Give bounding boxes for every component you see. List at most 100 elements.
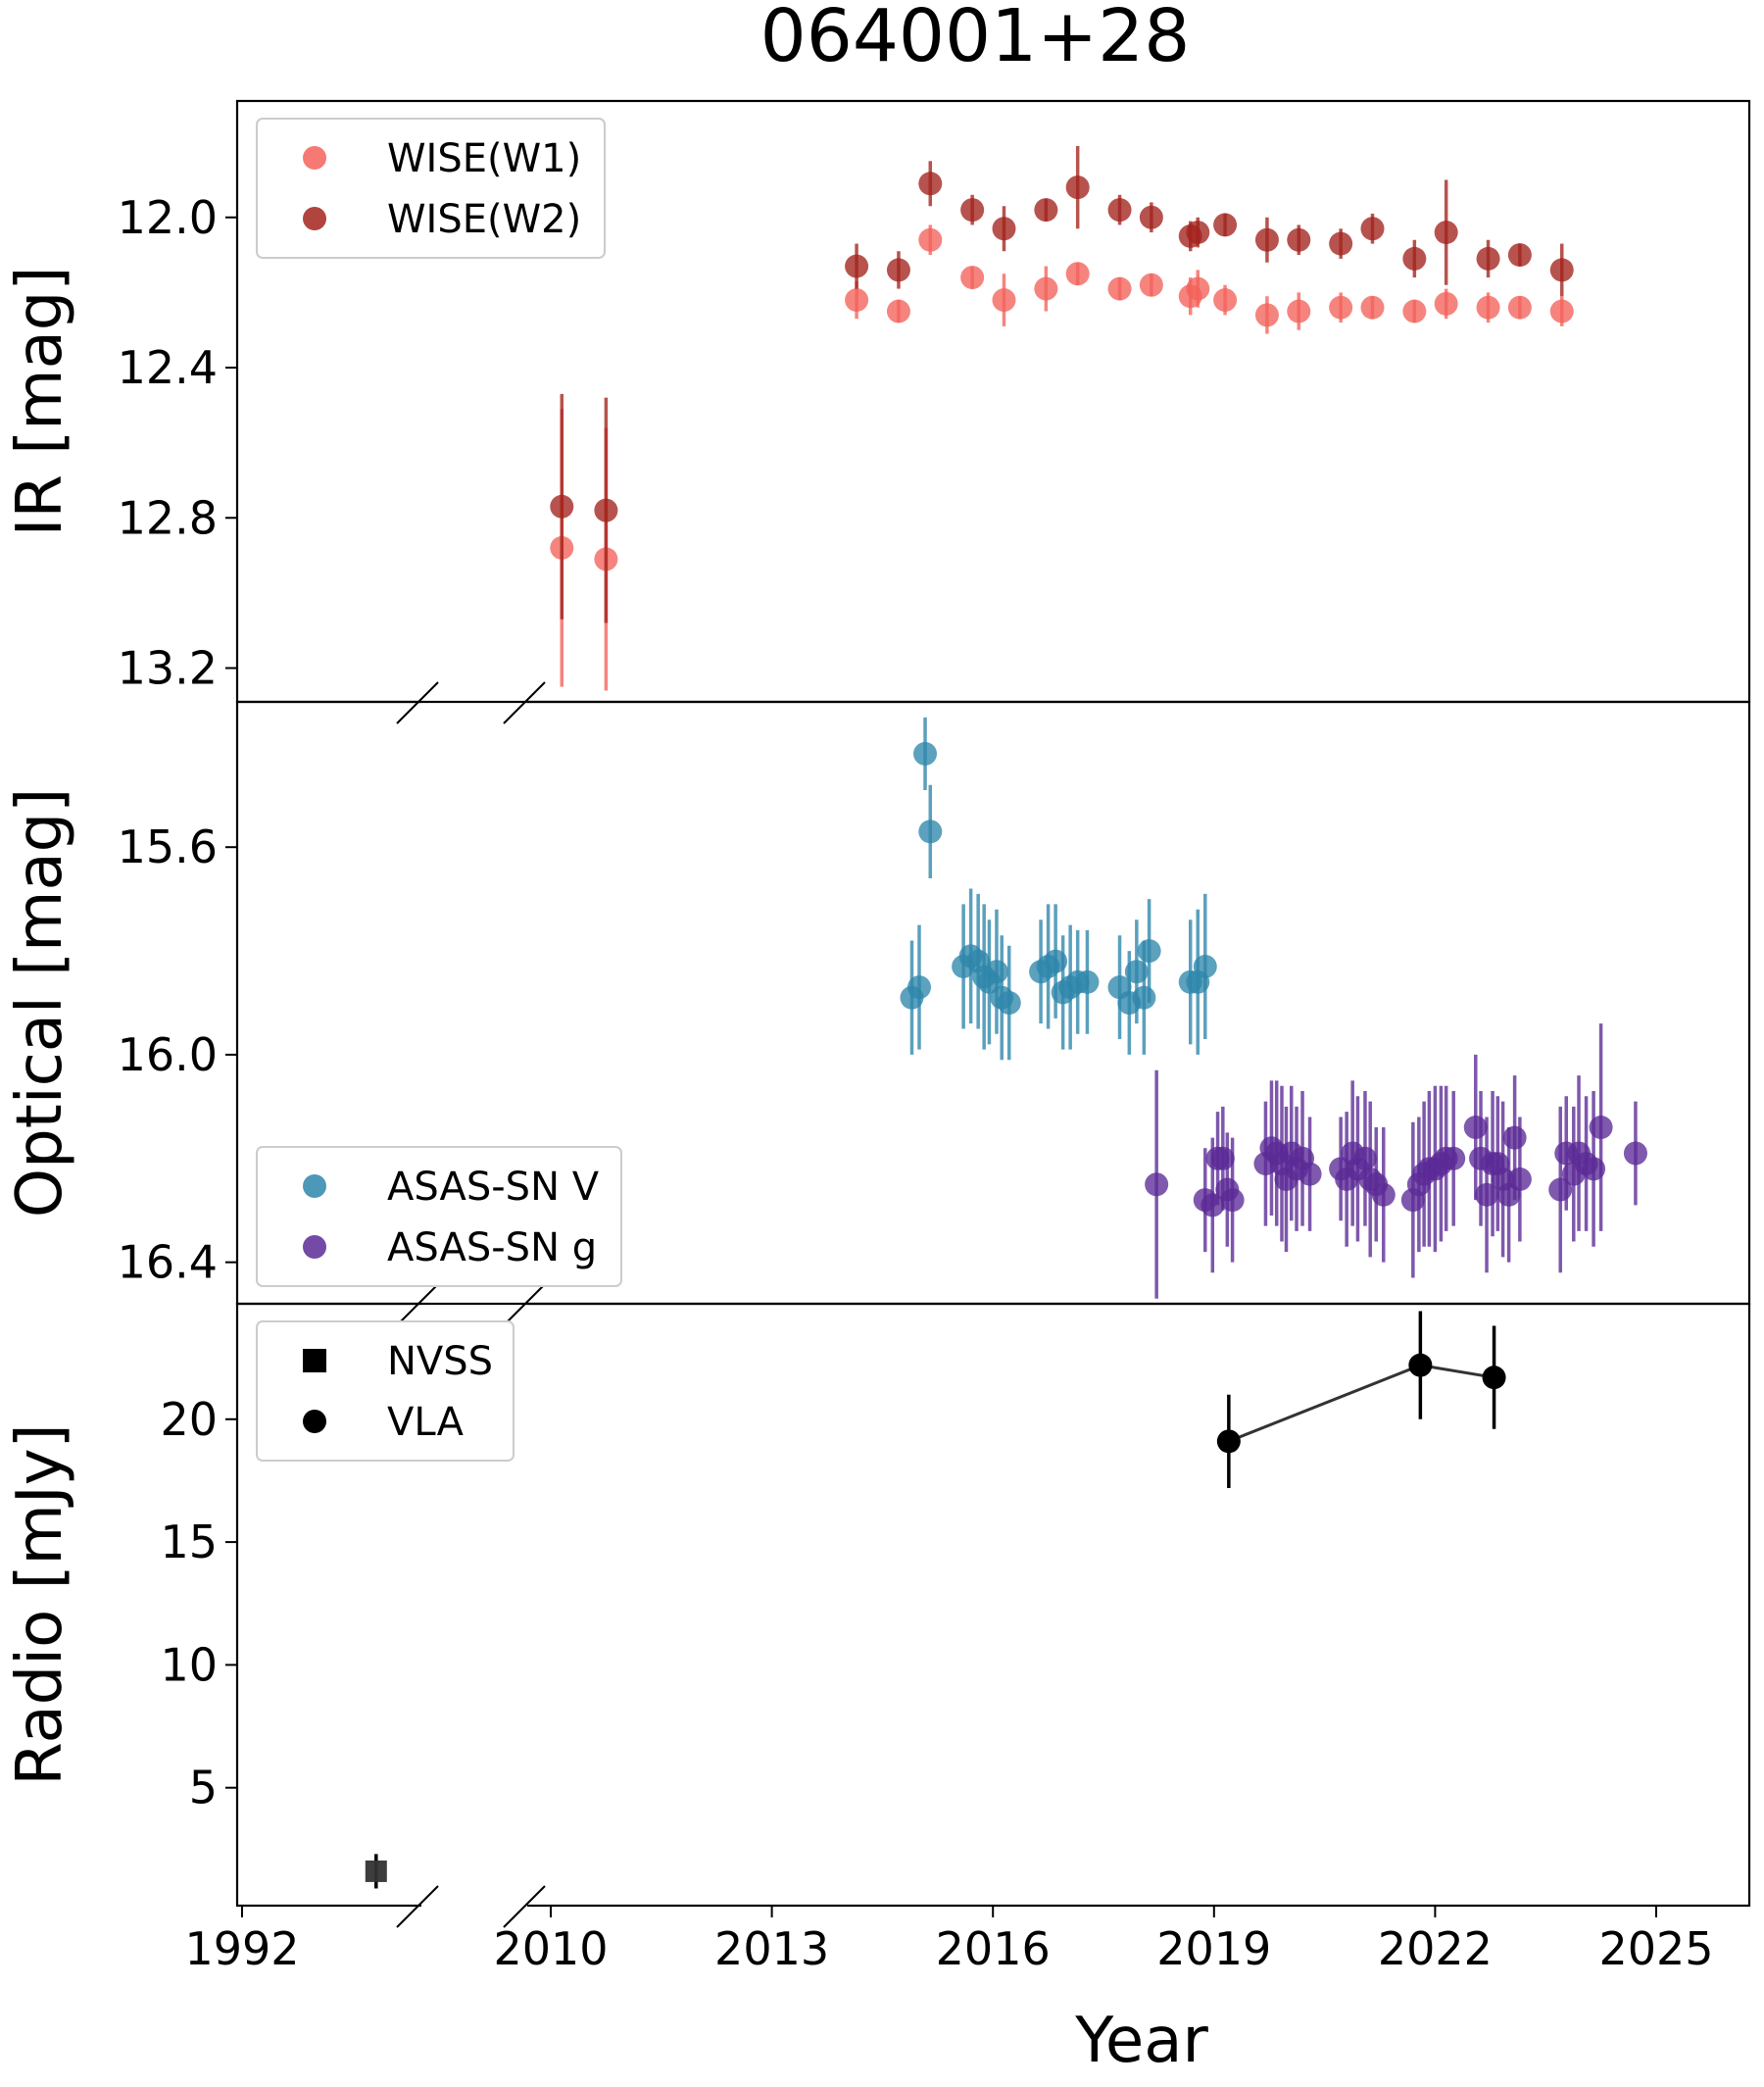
data-point xyxy=(1186,276,1210,301)
data-point xyxy=(1623,1141,1647,1166)
data-point xyxy=(1254,303,1279,327)
radio-ytick-label: 5 xyxy=(189,1762,218,1814)
data-point xyxy=(1186,221,1210,245)
ir-ytick-label: 12.4 xyxy=(118,341,218,394)
data-point xyxy=(550,494,574,519)
data-point xyxy=(1434,221,1458,245)
data-point xyxy=(1213,288,1238,313)
ir-series-wise-w2- xyxy=(550,145,1574,623)
data-point xyxy=(1216,1429,1241,1454)
radio-y-axis-label: Radio [mJy] xyxy=(4,1423,76,1785)
x-tick-label: 2022 xyxy=(1378,1922,1493,1975)
data-point xyxy=(1549,258,1574,282)
legend-label: ASAS-SN g xyxy=(387,1225,597,1270)
legend-marker xyxy=(303,1235,326,1259)
data-point xyxy=(886,258,910,282)
data-point xyxy=(1507,295,1532,320)
data-point xyxy=(886,299,910,323)
data-point xyxy=(1482,1366,1506,1390)
optical-ytick-label: 16.4 xyxy=(118,1236,218,1289)
radio-ytick-label: 20 xyxy=(160,1393,218,1446)
data-point xyxy=(992,217,1016,241)
data-point xyxy=(845,254,869,278)
data-point xyxy=(1371,1182,1396,1207)
data-point xyxy=(1329,295,1353,320)
legend-label: WISE(W1) xyxy=(387,136,581,181)
data-point xyxy=(1193,954,1217,978)
data-point xyxy=(1145,1172,1169,1197)
ir-y-axis-label: IR [mag] xyxy=(4,267,76,537)
data-point xyxy=(1287,299,1311,323)
data-point xyxy=(845,288,869,313)
data-point xyxy=(1254,227,1279,252)
optical-series-asas-sn-g xyxy=(1145,1023,1647,1299)
data-point xyxy=(960,266,985,290)
x-axis-label: Year xyxy=(1074,2005,1208,2077)
chart-title: 064001+28 xyxy=(760,0,1191,78)
data-point xyxy=(1065,262,1090,286)
data-point xyxy=(1075,969,1100,994)
data-point xyxy=(1287,227,1311,252)
radio-panel: 5 10 15 20 Radio [mJy] NVSS VLA xyxy=(4,1302,1751,1928)
data-point xyxy=(1213,213,1238,237)
data-point xyxy=(913,741,938,766)
legend-marker xyxy=(303,1410,326,1433)
data-point xyxy=(918,172,943,196)
optical-series-asas-sn-v xyxy=(900,717,1217,1061)
legend-marker xyxy=(303,207,326,230)
legend-marker xyxy=(303,1349,326,1372)
ir-ytick-label: 12.0 xyxy=(118,191,218,244)
data-point xyxy=(1507,243,1532,268)
data-point xyxy=(1065,175,1090,200)
data-point xyxy=(1360,217,1385,241)
x-tick-label: 2016 xyxy=(936,1922,1051,1975)
data-point xyxy=(1352,1146,1377,1170)
data-point xyxy=(1442,1146,1466,1170)
data-point xyxy=(1549,299,1574,323)
data-point xyxy=(1298,1162,1322,1186)
data-point xyxy=(984,960,1008,984)
legend-frame xyxy=(256,118,606,259)
legend-marker xyxy=(303,146,326,170)
radio-ytick-label: 10 xyxy=(160,1638,218,1691)
radio-axis-break-mark xyxy=(396,1885,439,1928)
x-tick-label: 2025 xyxy=(1598,1922,1713,1975)
legend-label: ASAS-SN V xyxy=(387,1165,600,1210)
data-point xyxy=(960,198,985,223)
radio-axis-break-mark xyxy=(503,1885,546,1928)
radio-axis-break-gap xyxy=(421,1903,527,1909)
data-point xyxy=(1360,295,1385,320)
ir-legend: WISE(W1) WISE(W2) xyxy=(256,118,606,259)
data-point xyxy=(918,227,943,252)
data-point xyxy=(1107,198,1132,223)
radio-series-nvss xyxy=(365,1854,387,1889)
x-tick-label: 2013 xyxy=(714,1922,829,1975)
radio-ytick-label: 15 xyxy=(160,1516,218,1568)
optical-legend: ASAS-SN V ASAS-SN g xyxy=(256,1146,622,1287)
ir-ytick-label: 13.2 xyxy=(118,642,218,695)
ir-ytick-label: 12.8 xyxy=(118,491,218,544)
x-axis: 1992 2010 2013 2016 2019 2022 2025 xyxy=(184,1906,1714,1975)
radio-legend: NVSS VLA xyxy=(256,1320,514,1462)
legend-marker xyxy=(303,1174,326,1198)
optical-ytick-label: 15.6 xyxy=(118,820,218,873)
data-point xyxy=(1589,1116,1613,1140)
x-tick-label: 2010 xyxy=(493,1922,608,1975)
data-point xyxy=(1139,205,1163,229)
legend-label: NVSS xyxy=(387,1339,493,1384)
data-point xyxy=(1139,273,1163,297)
data-point xyxy=(1329,231,1353,256)
legend-label: WISE(W2) xyxy=(387,197,581,242)
data-point xyxy=(1402,299,1427,323)
data-point xyxy=(992,288,1016,313)
data-point xyxy=(365,1860,387,1882)
data-point xyxy=(997,991,1021,1015)
optical-ytick-label: 16.0 xyxy=(118,1028,218,1081)
data-point xyxy=(1408,1353,1433,1377)
data-point xyxy=(1220,1188,1245,1213)
x-tick-label: 2019 xyxy=(1156,1922,1271,1975)
legend-label: VLA xyxy=(387,1400,465,1445)
